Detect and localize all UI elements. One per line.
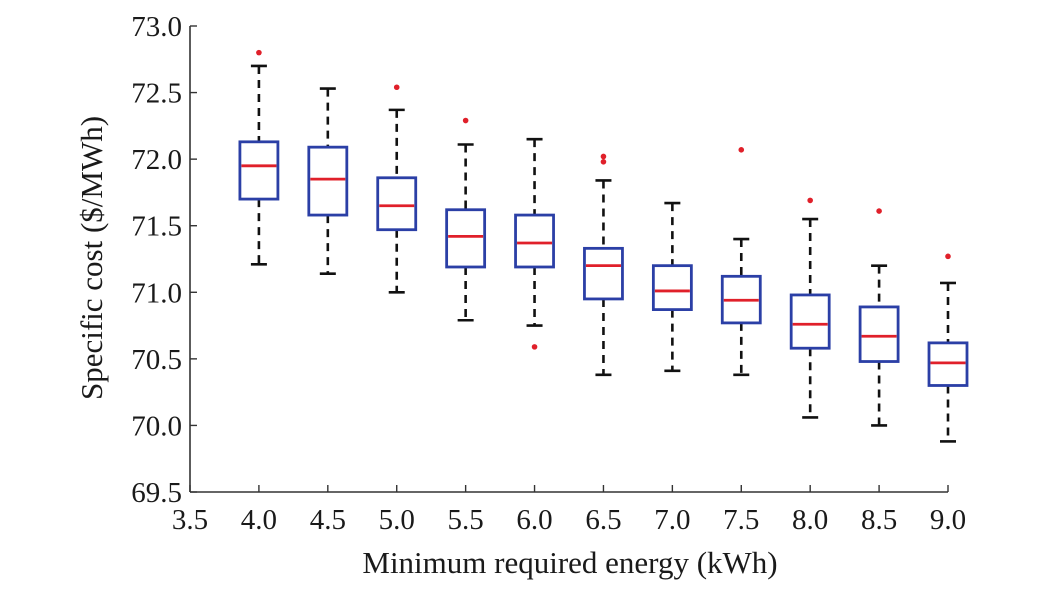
box-iqr	[789, 293, 831, 350]
box-iqr	[651, 264, 693, 311]
x-tick-label: 7.5	[723, 504, 759, 536]
y-tick-label: 70.0	[131, 410, 182, 442]
outlier-point	[393, 84, 400, 91]
x-tick-label: 9.0	[930, 504, 966, 536]
outlier-point	[256, 49, 262, 56]
axes: 3.5 4.0 4.5 5.0 5.5 6.0 6.5 7.0 7.5 8.0 8.5 9.0 69.5…	[131, 11, 966, 536]
box-iqr	[376, 176, 418, 232]
y-axis-label: Specific cost ($/MWh)	[74, 116, 109, 400]
outlier-point	[600, 153, 607, 160]
outlier-point	[738, 147, 745, 153]
x-tick-label: 8.0	[792, 504, 828, 536]
box-iqr	[858, 305, 900, 363]
box-iqr	[445, 208, 487, 269]
box-4	[238, 49, 280, 266]
y-tick-label: 72.5	[131, 78, 182, 110]
y-tick-label: 72.0	[131, 144, 182, 176]
box-9	[927, 253, 969, 443]
y-tick-label: 73.0	[131, 11, 182, 43]
box-iqr	[238, 140, 280, 201]
box-5-5	[445, 117, 487, 322]
box-iqr	[720, 274, 762, 325]
x-tick-label: 6.5	[585, 504, 621, 536]
box-8-5	[858, 208, 900, 427]
plot-area	[238, 49, 969, 443]
outlier-point	[531, 344, 538, 350]
x-tick-label: 7.0	[654, 504, 690, 536]
outlier-point	[945, 253, 951, 260]
box-iqr	[514, 213, 555, 269]
box-iqr	[927, 341, 969, 387]
y-tick-label: 71.5	[131, 211, 182, 243]
x-tick-label: 3.5	[172, 504, 208, 536]
outlier-point	[807, 197, 813, 204]
x-tick-label: 8.5	[861, 504, 897, 536]
box-7-5	[720, 147, 762, 377]
x-tick-label: 5.5	[448, 504, 484, 536]
x-tick-label: 4.0	[241, 504, 277, 536]
box-7	[651, 201, 693, 373]
box-5	[376, 84, 418, 294]
x-tick-label: 6.0	[516, 504, 552, 536]
outlier-point	[876, 208, 882, 214]
box-8	[789, 197, 831, 419]
y-tick-label: 71.0	[131, 277, 182, 309]
box-4-5	[307, 87, 349, 275]
box-iqr	[307, 145, 349, 217]
x-axis-label: Minimum required energy (kWh)	[362, 545, 777, 580]
x-tick-label: 4.5	[310, 504, 346, 536]
y-tick-label: 70.5	[131, 344, 182, 376]
x-tick-label: 5.0	[379, 504, 415, 536]
box-iqr	[583, 246, 624, 301]
y-tick-label: 69.5	[131, 477, 182, 509]
box-6	[514, 137, 555, 350]
outlier-point	[462, 117, 469, 124]
outlier-point	[600, 159, 607, 165]
box-6-5	[583, 153, 624, 377]
